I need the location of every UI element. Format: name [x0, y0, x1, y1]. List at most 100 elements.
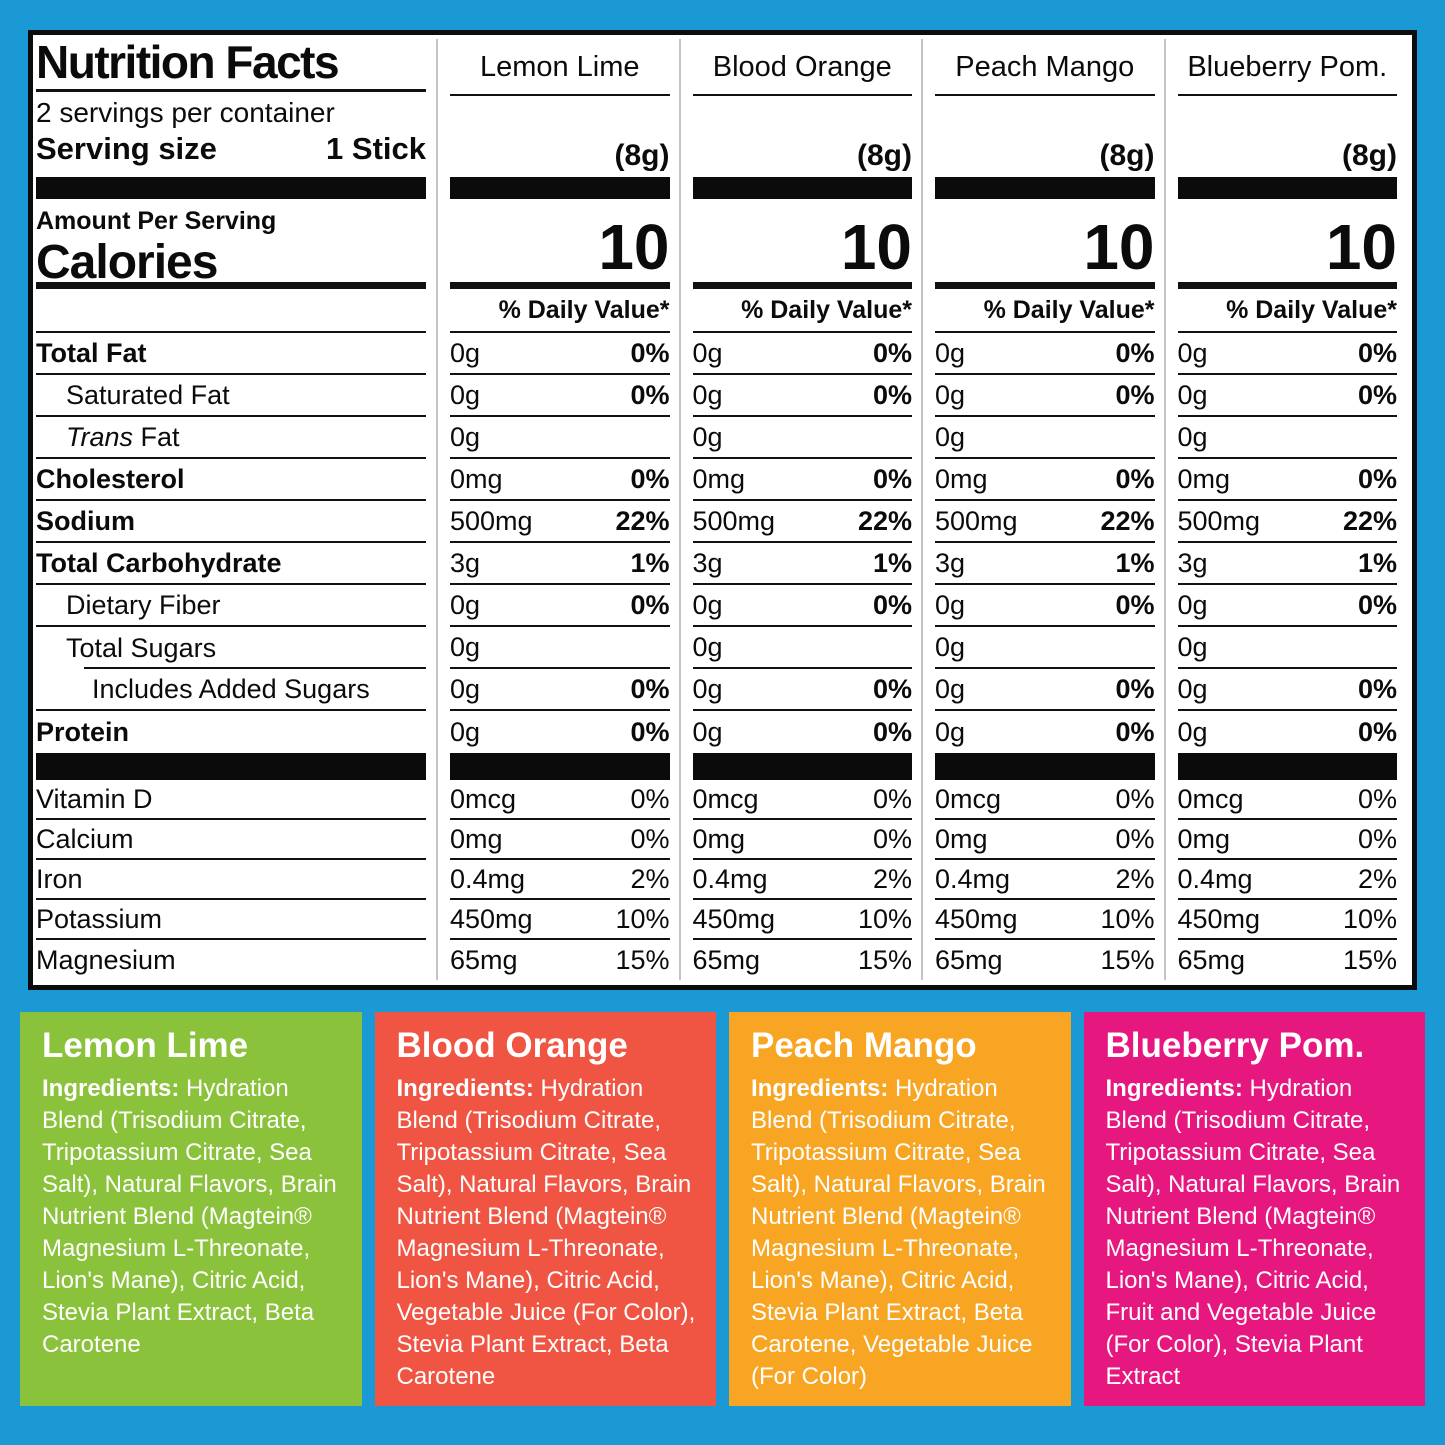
nutrient-amount: 0mg — [935, 823, 988, 854]
nutrient-dv: 0% — [1357, 783, 1397, 814]
nutrient-amount: 0g — [692, 589, 723, 620]
nutrient-value-cell: 3g 1% — [1177, 543, 1397, 585]
nutrient-amount: 0g — [450, 379, 481, 410]
nutrient-value-cell: 0mg 0% — [1177, 459, 1397, 501]
nutrient-label: Vitamin D — [36, 783, 153, 814]
flavor-box-ingredients: Ingredients: Hydration Blend (Trisodium … — [751, 1073, 1053, 1393]
nutrient-dv: 15% — [1100, 944, 1155, 975]
nutrient-amount: 3g — [692, 547, 723, 578]
daily-value-header-cell: % Daily Value* — [450, 289, 670, 333]
nutrient-amount: 500mg — [1177, 505, 1261, 536]
nutrient-value-cell: 0g 0% — [692, 585, 912, 627]
separator-bar-cell — [935, 753, 1155, 780]
nutrient-label-cell: Total Sugars — [36, 627, 426, 669]
nutrient-dv: 2% — [1357, 863, 1397, 894]
nutrient-value-cell: 0g — [450, 417, 670, 459]
nutrient-amount: 0mg — [692, 463, 746, 494]
nutrient-value-cell: 0g 0% — [1177, 669, 1397, 711]
flavor-name: Blueberry Pom. — [1177, 51, 1397, 96]
flavor-name: Peach Mango — [935, 51, 1155, 96]
nutrient-amount: 0mg — [692, 823, 746, 854]
nutrient-value-cell: 0g — [1177, 627, 1397, 669]
nutrient-dv: 1% — [1357, 547, 1397, 578]
nutrient-value-cell: 0g 0% — [692, 333, 912, 375]
nutrient-label: Calcium — [36, 823, 134, 854]
calories-label-cell: Amount Per Serving Calories — [36, 199, 426, 289]
nutrient-value-cell: 0mcg 0% — [935, 780, 1155, 820]
daily-value-header-cell: % Daily Value* — [692, 289, 912, 333]
nutrition-facts-panel: Nutrition Facts 2 servings per container S… — [28, 30, 1417, 990]
column-separator — [436, 39, 438, 980]
nutrient-dv: 0% — [1115, 379, 1155, 410]
nutrient-dv: 0% — [630, 673, 670, 704]
nutrient-amount: 0g — [450, 421, 481, 452]
calories-value-cell: 10 — [450, 199, 670, 289]
nutrient-dv: 10% — [1342, 903, 1397, 934]
nutrient-dv: 15% — [1342, 944, 1397, 975]
nutrient-amount: 0g — [692, 379, 723, 410]
dv-spacer-cell — [36, 289, 426, 333]
nutrient-dv: 2% — [1115, 863, 1155, 894]
daily-value-header: % Daily Value* — [1226, 295, 1397, 324]
flavor-box-ingredients: Ingredients: Hydration Blend (Trisodium … — [1106, 1073, 1408, 1393]
nutrient-amount: 0g — [935, 631, 966, 662]
nutrition-facts-title: Nutrition Facts — [36, 39, 426, 92]
nutrient-value-cell: 500mg 22% — [935, 501, 1155, 543]
calories-value-cell: 10 — [935, 199, 1155, 289]
nutrient-label-rest: Fat — [133, 421, 180, 452]
nutrient-dv: 0% — [1115, 463, 1155, 494]
nutrient-value-cell: 500mg 22% — [450, 501, 670, 543]
separator-bar-cell — [1177, 753, 1397, 780]
nutrient-label: Saturated Fat — [66, 379, 230, 410]
ingredients-text: Hydration Blend (Trisodium Citrate, Trip… — [751, 1075, 1046, 1390]
nutrient-amount: 0.4mg — [1177, 863, 1253, 894]
calories-value: 10 — [598, 211, 670, 284]
nutrient-value-cell: 0mcg 0% — [1177, 780, 1397, 820]
nutrient-value-cell: 0.4mg 2% — [935, 860, 1155, 900]
nutrient-value-cell: 0mcg 0% — [450, 780, 670, 820]
nutrient-dv: 0% — [872, 673, 912, 704]
nutrient-dv: 0% — [1115, 589, 1155, 620]
nutrient-value-cell: 0g 0% — [450, 333, 670, 375]
nutrient-value-cell: 0g 0% — [1177, 333, 1397, 375]
serving-grams: (8g) — [1099, 139, 1155, 172]
nutrient-dv: 0% — [1357, 716, 1397, 747]
flavor-name: Lemon Lime — [450, 51, 670, 96]
nutrient-value-cell: 500mg 22% — [692, 501, 912, 543]
nutrient-amount: 0g — [1177, 673, 1208, 704]
nutrient-amount: 3g — [1177, 547, 1208, 578]
nutrient-value-cell: 65mg 15% — [450, 940, 670, 980]
nutrient-dv: 0% — [630, 463, 670, 494]
nutrient-amount: 65mg — [450, 944, 518, 975]
nutrient-value-cell: 0g — [1177, 417, 1397, 459]
nutrient-amount: 0g — [692, 716, 723, 747]
servings-per-container: 2 servings per container — [36, 96, 335, 128]
nutrient-value-cell: 0g 0% — [935, 711, 1155, 753]
nutrient-value-cell: 0g 0% — [692, 375, 912, 417]
nutrient-label: Iron — [36, 863, 83, 894]
nutrient-value-cell: 65mg 15% — [1178, 940, 1398, 980]
nutrient-label-cell: Iron — [36, 860, 426, 900]
nutrient-value-cell: 3g 1% — [935, 543, 1155, 585]
separator-bar-cell — [450, 177, 670, 199]
calories-value: 10 — [840, 211, 912, 284]
nutrient-dv: 0% — [1357, 463, 1397, 494]
nutrient-amount: 0g — [935, 337, 966, 368]
flavor-box-ingredients: Ingredients: Hydration Blend (Trisodium … — [397, 1073, 699, 1393]
nutrient-dv: 22% — [615, 505, 670, 536]
separator-bar — [692, 753, 912, 780]
nutrient-amount: 0.4mg — [692, 863, 768, 894]
column-separator — [1163, 39, 1166, 980]
nutrient-amount: 0mg — [935, 463, 988, 494]
nutrient-dv: 0% — [1115, 716, 1155, 747]
nutrient-value-cell: 450mg 10% — [935, 900, 1155, 940]
serving-size-value: 1 Stick — [326, 130, 426, 166]
nutrient-amount: 500mg — [935, 505, 1018, 536]
nutrient-value-cell: 0mcg 0% — [692, 780, 912, 820]
nutrient-dv: 0% — [1357, 589, 1397, 620]
nutrient-label: Magnesium — [36, 944, 176, 975]
nutrient-label-cell: Magnesium — [36, 940, 426, 980]
separator-bar-cell — [692, 753, 912, 780]
nutrient-dv: 0% — [1357, 673, 1397, 704]
nutrient-value-cell: 0g 0% — [693, 711, 913, 753]
